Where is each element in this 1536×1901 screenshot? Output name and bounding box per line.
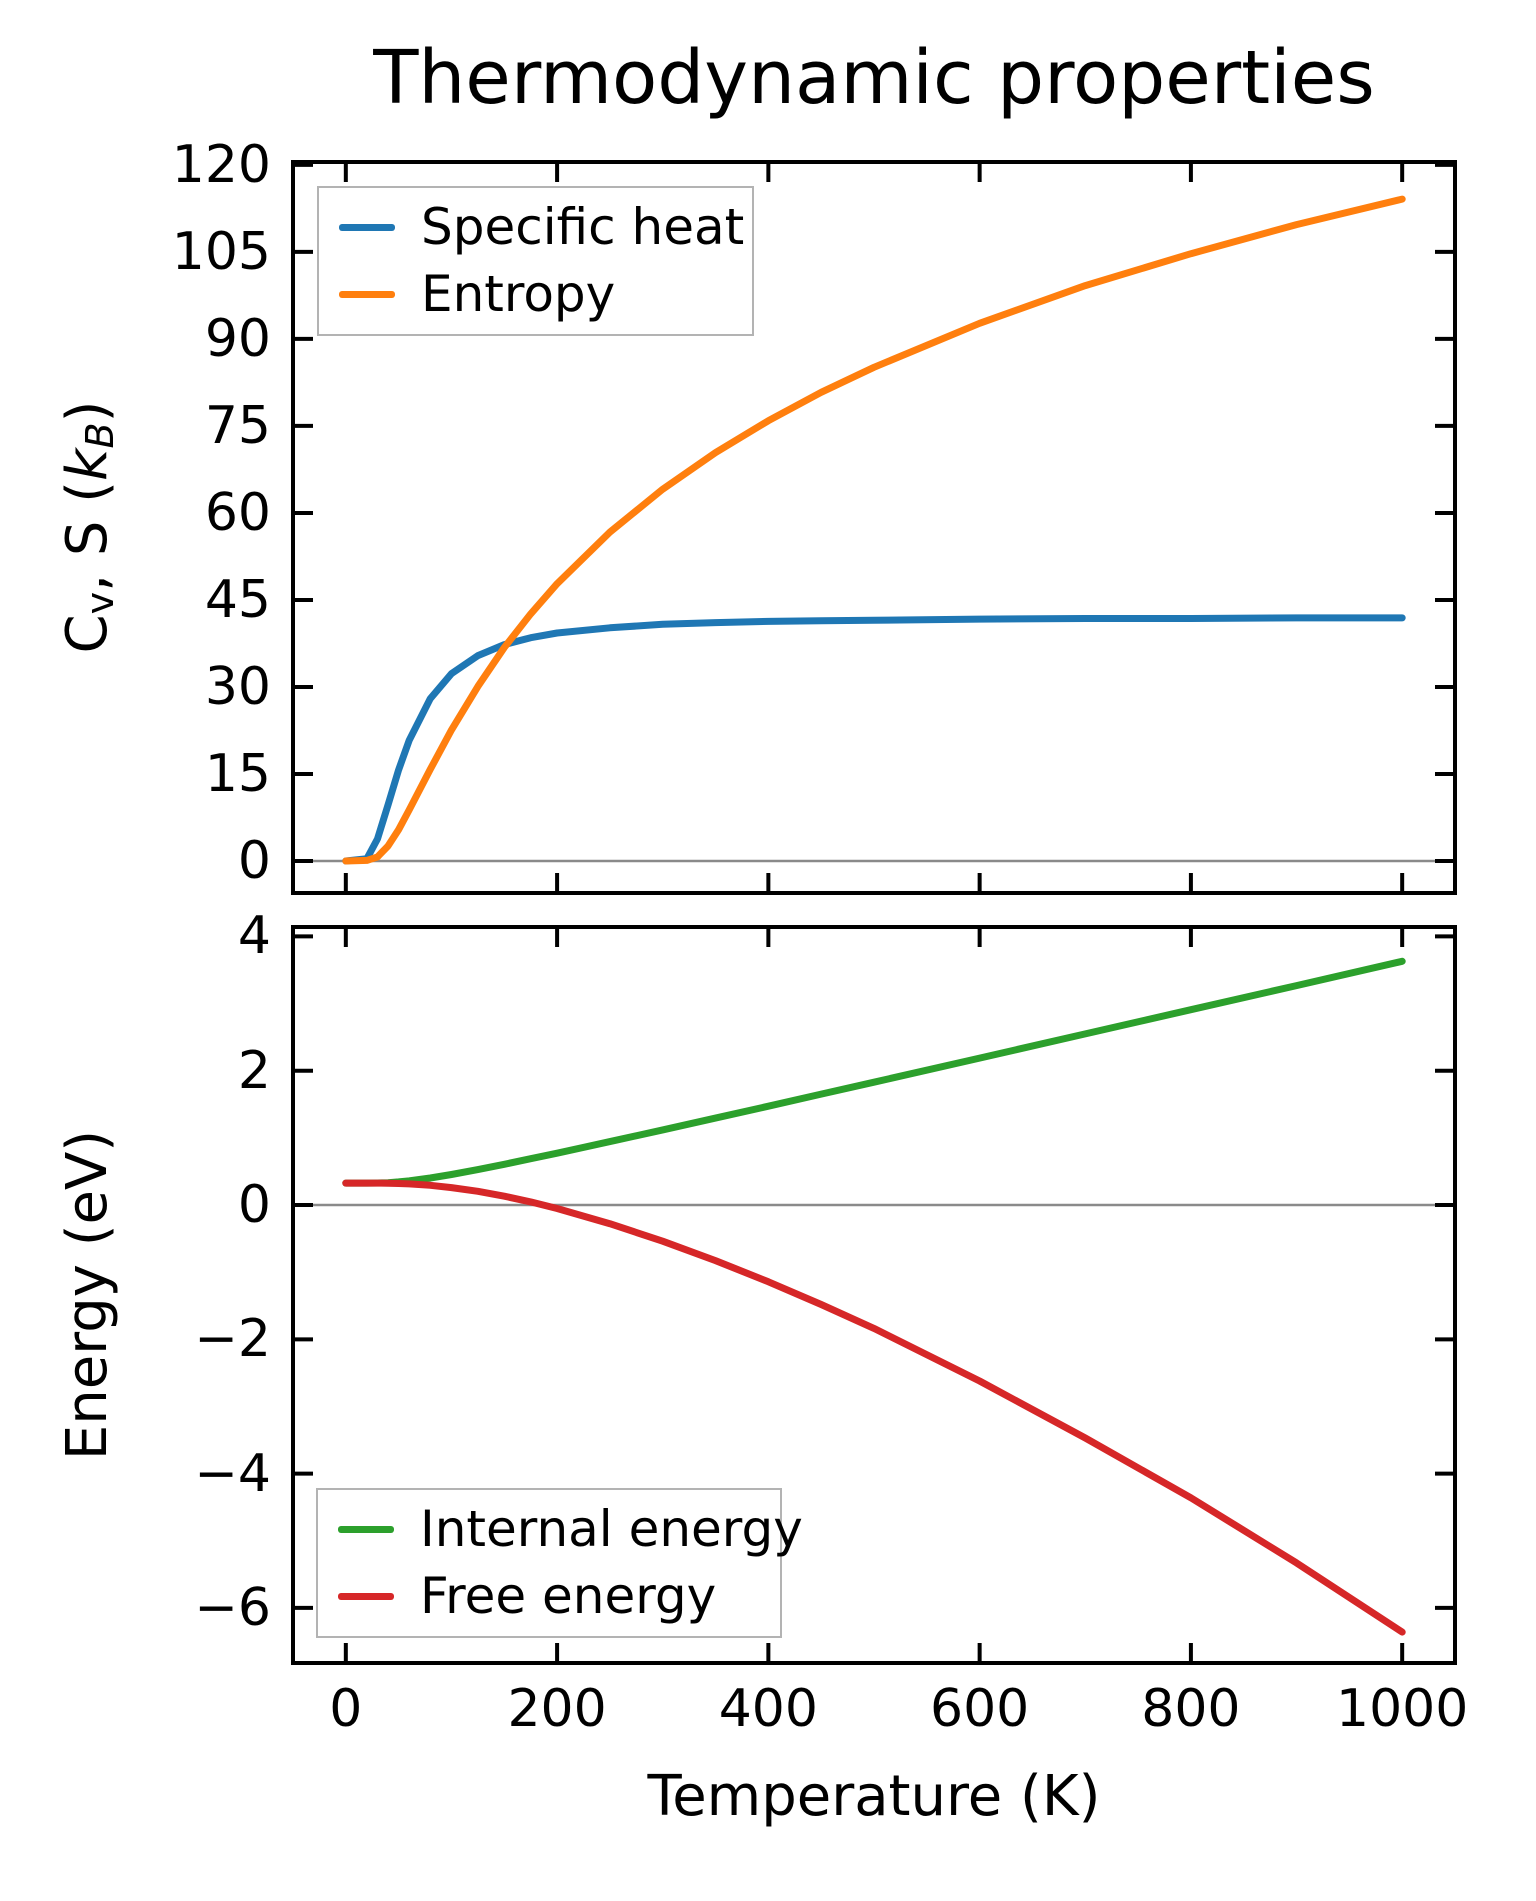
legend-item: Specific heat: [339, 200, 752, 255]
y-tick-label: 4: [237, 906, 271, 967]
y-tick-label: −6: [194, 1577, 271, 1638]
y-tick-label: 2: [237, 1040, 271, 1101]
chart-title: Thermodynamic properties: [373, 35, 1375, 121]
axes-0: [291, 160, 1457, 895]
y-tick-label: 45: [204, 569, 271, 630]
y-tick-label: 60: [204, 482, 271, 543]
series-entropy: [342, 195, 1406, 865]
x-axis-label: Temperature (K): [647, 1764, 1101, 1829]
legend-swatch: [339, 291, 395, 298]
x-tick-label: 200: [507, 1679, 607, 1739]
axes-frame: [291, 160, 1457, 895]
y-tick-label: 0: [237, 830, 271, 891]
tick-marks: [293, 162, 1455, 893]
series-free-energy: [342, 1179, 1406, 1636]
y-tick-label: 75: [204, 395, 271, 456]
series-internal-energy: [342, 957, 1406, 1187]
x-tick-label: 800: [1141, 1679, 1241, 1739]
legend-item: Internal energy: [338, 1502, 803, 1557]
tick-marks: [293, 927, 1455, 1663]
y-tick-label: −2: [194, 1309, 271, 1370]
y-tick-label: 0: [237, 1175, 271, 1235]
legend-bottom: Internal energy Free energy: [316, 1488, 803, 1638]
series-specific-heat: [342, 614, 1406, 865]
x-tick-label: 400: [718, 1679, 818, 1739]
legend-label: Internal energy: [420, 1500, 803, 1558]
legend-swatch: [339, 224, 395, 231]
legend-item: Free energy: [338, 1569, 780, 1624]
y-tick-label: 90: [204, 308, 271, 369]
legend-swatch: [338, 1593, 394, 1600]
x-tick-label: 0: [329, 1679, 363, 1739]
legend-label: Entropy: [421, 265, 616, 323]
legend-swatch: [338, 1526, 394, 1533]
axes-1: [291, 925, 1457, 1665]
y-tick-label: −4: [194, 1443, 271, 1504]
axes-frame: [291, 925, 1457, 1665]
y-tick-label: 30: [204, 656, 271, 717]
y-tick-label: 15: [204, 743, 271, 804]
y-tick-label: 120: [171, 134, 271, 195]
x-tick-label: 600: [929, 1679, 1030, 1739]
legend-label: Free energy: [420, 1567, 717, 1625]
legend-top: Specific heat Entropy: [317, 186, 754, 336]
x-tick-label: 1000: [1336, 1679, 1469, 1739]
y-tick-label: 105: [171, 221, 271, 282]
legend-label: Specific heat: [421, 198, 745, 256]
legend-item: Entropy: [339, 267, 752, 322]
